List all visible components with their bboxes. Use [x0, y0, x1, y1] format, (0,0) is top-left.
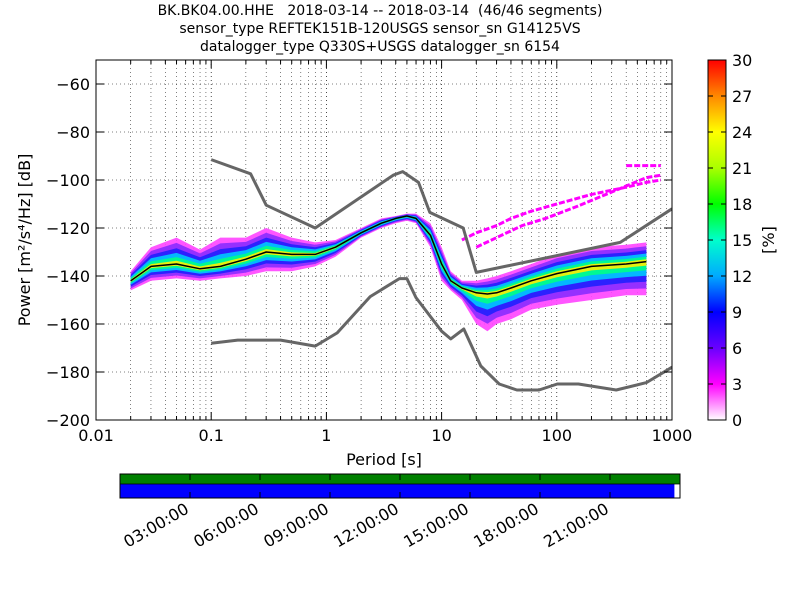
- psd-outlier-trace: [461, 178, 662, 242]
- x-tick-label: 1000: [652, 426, 693, 445]
- colorbar-tick-label: 3: [732, 375, 742, 394]
- time-tick-label: 09:00:00: [260, 499, 332, 551]
- title-line-2: sensor_type REFTEK151B-120USGS sensor_sn…: [179, 21, 581, 37]
- colorbar-tick-label: 24: [732, 123, 752, 142]
- y-axis-label: Power [m²/s⁴/Hz] [dB]: [15, 154, 34, 327]
- colorbar-ticks: 0 3 6 9 12 15 18 21 24 27 30: [708, 51, 752, 430]
- time-tick-label: 21:00:00: [540, 499, 612, 551]
- title-line-1: BK.BK04.00.HHE 2018-03-14 -- 2018-03-14 …: [157, 3, 603, 19]
- x-tick-label: 10: [431, 426, 451, 445]
- colorbar-tick-label: 30: [732, 51, 752, 70]
- title-line-3: datalogger_type Q330S+USGS datalogger_sn…: [200, 39, 560, 55]
- colorbar-tick-label: 0: [732, 411, 742, 430]
- colorbar-tick-label: 12: [732, 267, 752, 286]
- colorbar-tick-label: 27: [732, 87, 752, 106]
- x-tick-label: 1: [321, 426, 331, 445]
- mean-psd-line: [130, 215, 647, 295]
- axes: 0.01 0.1 1 10 100 1000 −200 −180 −160 −140 −120 −10…: [46, 60, 692, 445]
- psd-outlier-trace: [475, 173, 662, 249]
- y-tick-label: −80: [56, 123, 90, 142]
- x-tick-label: 0.01: [78, 426, 114, 445]
- y-tick-label: −120: [46, 219, 90, 238]
- colorbar-tick-label: 9: [732, 303, 742, 322]
- data-availability-bar: 03:00:0006:00:0009:00:0012:00:0015:00:00…: [119, 473, 681, 551]
- x-tick-label: 100: [542, 426, 573, 445]
- high-noise-model-line: [210, 158, 672, 274]
- low-noise-model-line: [211, 277, 672, 392]
- colorbar-tick-label: 18: [732, 195, 752, 214]
- colorbar-tick-label: 21: [732, 159, 752, 178]
- psd-density-band: [130, 215, 647, 304]
- colorbar-tick-label: 6: [732, 339, 742, 358]
- data-coverage-bar: [120, 484, 675, 498]
- chart-title: BK.BK04.00.HHE 2018-03-14 -- 2018-03-14 …: [0, 2, 760, 56]
- time-tick-label: 03:00:00: [120, 499, 192, 551]
- time-tick-label: 15:00:00: [400, 499, 472, 551]
- time-tick-label: 18:00:00: [470, 499, 542, 551]
- y-tick-label: −60: [56, 75, 90, 94]
- colorbar-label: [%]: [759, 226, 778, 254]
- y-tick-label: −180: [46, 363, 90, 382]
- time-tick-label: 12:00:00: [330, 499, 402, 551]
- y-tick-label: −200: [46, 411, 90, 430]
- plot-area: [96, 60, 672, 420]
- y-tick-label: −160: [46, 315, 90, 334]
- psd-lines: [130, 158, 672, 392]
- y-tick-label: −100: [46, 171, 90, 190]
- time-tick-label: 06:00:00: [190, 499, 262, 551]
- y-tick-label: −140: [46, 267, 90, 286]
- x-axis-label: Period [s]: [346, 450, 422, 469]
- colorbar-tick-label: 15: [732, 231, 752, 250]
- plot-frame: [95, 59, 673, 421]
- x-tick-label: 0.1: [198, 426, 223, 445]
